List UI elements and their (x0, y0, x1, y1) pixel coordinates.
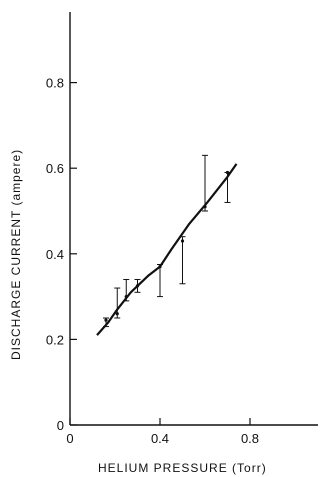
fit-line (96, 163, 238, 336)
measurement-point (179, 236, 186, 285)
y-axis-label: DISCHARGE CURRENT (ampere) (9, 149, 23, 360)
measurement-point (134, 278, 141, 293)
data-point (158, 265, 162, 269)
x-tick-label: 0.8 (241, 431, 259, 446)
data-point (124, 295, 128, 299)
x-tick-label: 0.4 (151, 431, 169, 446)
measurement-point (157, 264, 163, 298)
series (96, 154, 238, 336)
y-tick-label: 0.8 (46, 76, 64, 91)
measurement-point (123, 278, 130, 302)
ticks: 0 0.2 0.4 0.6 0.8 0 0.4 0.8 (46, 76, 259, 446)
axes (69, 12, 318, 426)
data-point (104, 318, 108, 322)
data-point (180, 239, 185, 243)
data-point (225, 170, 230, 175)
measurement-point (202, 154, 208, 212)
y-tick-label: 0.2 (46, 332, 64, 347)
data-point (135, 284, 140, 288)
y-tick-label: 0.6 (46, 161, 64, 176)
measurement-point (224, 170, 231, 203)
data-point (203, 205, 207, 209)
x-tick-label: 0 (66, 431, 73, 446)
y-tick-label: 0.4 (46, 247, 64, 262)
x-axis-label: HELIUM PRESSURE (Torr) (98, 461, 267, 475)
measurement-point (103, 317, 109, 328)
y-tick-label: 0 (57, 418, 64, 433)
measurement-point (114, 287, 121, 319)
data-point (115, 312, 119, 316)
